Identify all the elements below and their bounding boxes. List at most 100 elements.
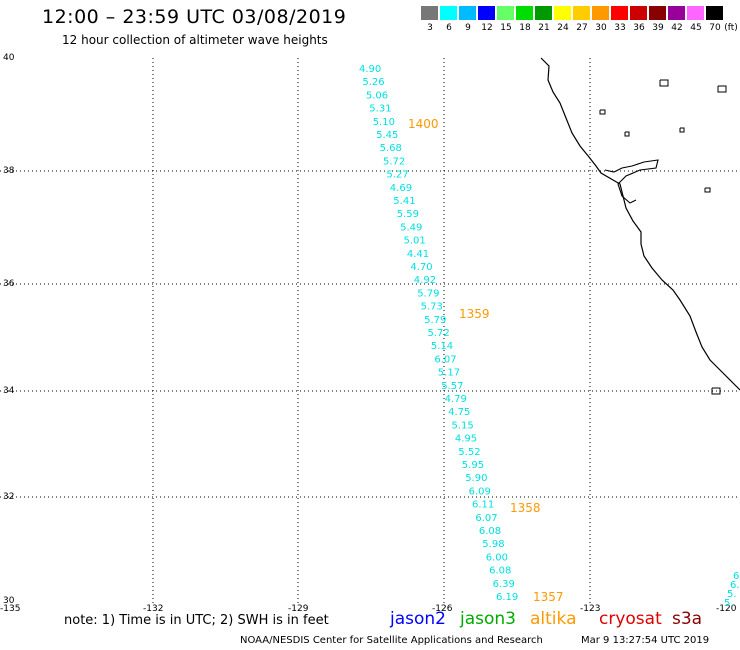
scale-swatch — [459, 6, 476, 20]
longitude-label: -132 — [143, 604, 163, 614]
lake-outline — [704, 187, 711, 193]
wave-height-value: 6.39 — [493, 579, 515, 590]
graticule — [0, 58, 740, 603]
satellite-name: s3a — [672, 609, 703, 629]
longitude-label: -123 — [580, 604, 600, 614]
scale-swatch — [516, 6, 533, 20]
lake-outline — [679, 127, 685, 133]
scale-label: 24 — [557, 23, 569, 33]
credit-line: NOAA/NESDIS Center for Satellite Applica… — [240, 635, 543, 646]
wave-height-value: 5. — [724, 598, 734, 609]
latitude-label: 32 — [3, 492, 14, 502]
satellite-name: cryosat — [599, 609, 662, 629]
longitude-label: -135 — [0, 604, 20, 614]
track-time-label: 1359 — [459, 307, 490, 321]
page-title: 12:00 – 23:59 UTC 03/08/2019 — [42, 6, 347, 28]
wave-height-value: 5.59 — [397, 209, 419, 220]
wave-height-value: 5.98 — [482, 539, 504, 550]
latitude-label: 36 — [3, 279, 15, 289]
wave-height-value: 4.90 — [359, 64, 381, 75]
wave-height-value: 5.06 — [366, 90, 388, 101]
wave-height-value: 5.27 — [386, 170, 408, 181]
wave-height-value: 4.75 — [448, 407, 470, 418]
scale-swatch — [611, 6, 628, 20]
scale-label: 39 — [652, 23, 664, 33]
scale-swatch — [592, 6, 609, 20]
california-coastline — [540, 57, 740, 391]
scale-swatch — [668, 6, 685, 20]
scale-label: 21 — [538, 23, 550, 33]
lake-outline — [624, 131, 630, 137]
scale-label: 9 — [465, 23, 471, 33]
scale-swatch — [478, 6, 495, 20]
scale-label: 15 — [500, 23, 512, 33]
scale-label: 12 — [481, 23, 493, 33]
longitude-label: -120 — [716, 604, 737, 614]
track-time-label: 1357 — [533, 590, 564, 604]
satellite-track: 4.90 5.26 5.06 5.31 5.10 5.45 5.68 5.72 5.27 4.69… — [359, 64, 740, 609]
wave-height-value: 5.14 — [431, 341, 453, 352]
longitude-label: -126 — [432, 604, 453, 614]
wave-height-value: 5.26 — [362, 77, 384, 88]
lake-outline — [599, 109, 606, 115]
wave-height-value: 4.70 — [410, 262, 432, 273]
wave-height-value: 5.68 — [380, 143, 402, 154]
latitude-label: 40 — [3, 53, 15, 63]
wave-height-value: 5.17 — [438, 368, 460, 379]
wave-height-value: 5.72 — [383, 156, 405, 167]
wave-height-value: 5.95 — [462, 460, 484, 471]
latitude-label: 30 — [3, 596, 15, 606]
generated-timestamp: Mar 9 13:27:54 UTC 2019 — [581, 635, 710, 646]
wave-height-value: 6.19 — [496, 592, 518, 603]
scale-swatch — [706, 6, 723, 20]
wave-height-value: 5. — [727, 589, 737, 600]
scale-swatch — [440, 6, 457, 20]
scale-label: 18 — [519, 23, 531, 33]
lake-outline — [711, 387, 721, 395]
wave-height-value: 5.79 — [424, 315, 446, 326]
wave-height-value: 5.79 — [417, 288, 439, 299]
wave-height-value: 4.79 — [445, 394, 467, 405]
wave-height-value: 5.10 — [373, 117, 395, 128]
coastline — [540, 57, 740, 395]
scale-swatch — [630, 6, 647, 20]
scale-label: 3 — [427, 23, 433, 33]
scale-label: 70 — [709, 23, 721, 33]
wave-height-value: 5.01 — [404, 236, 426, 247]
scale-swatch — [573, 6, 590, 20]
wave-height-value: 5.57 — [441, 381, 463, 392]
page-subtitle: 12 hour collection of altimeter wave hei… — [62, 33, 328, 47]
scale-unit: (ft) — [724, 23, 738, 33]
scale-swatch — [687, 6, 704, 20]
wave-height-value: 5.73 — [421, 302, 443, 313]
scale-label: 42 — [671, 23, 683, 33]
wave-height-value: 6. — [730, 580, 740, 591]
longitude-label: -129 — [288, 604, 309, 614]
wave-height-value: 6. — [733, 571, 740, 582]
satellite-name: jason3 — [460, 609, 516, 629]
track-time-label: 1400 — [408, 117, 439, 131]
lake-outline — [717, 85, 727, 93]
latitude-label: 38 — [3, 166, 15, 176]
wave-height-value: 6.07 — [434, 354, 456, 365]
wave-height-value: 5.31 — [369, 104, 391, 115]
satellite-name: jason2 — [390, 609, 446, 629]
scale-label: 30 — [595, 23, 607, 33]
wave-height-value: 5.49 — [400, 222, 422, 233]
wave-height-value: 6.00 — [486, 552, 508, 563]
scale-label: 27 — [576, 23, 588, 33]
wave-height-value: 4.41 — [407, 249, 429, 260]
wave-height-value: 5.52 — [458, 447, 480, 458]
satellite-name: altika — [530, 609, 577, 629]
bay-outline — [604, 159, 659, 204]
wave-height-value: 6.08 — [479, 526, 501, 537]
axis-labels: 40 38 36 34 32 30-135 -132 -129 -126 -123 -120 — [0, 53, 737, 614]
scale-label: 33 — [614, 23, 626, 33]
wave-height-value: 5.90 — [465, 473, 487, 484]
scale-label: 45 — [690, 23, 702, 33]
wave-height-value: 5.41 — [393, 196, 415, 207]
wave-height-value: 4.92 — [414, 275, 436, 286]
wave-height-value: 6.08 — [489, 566, 511, 577]
scale-swatch — [421, 6, 438, 20]
